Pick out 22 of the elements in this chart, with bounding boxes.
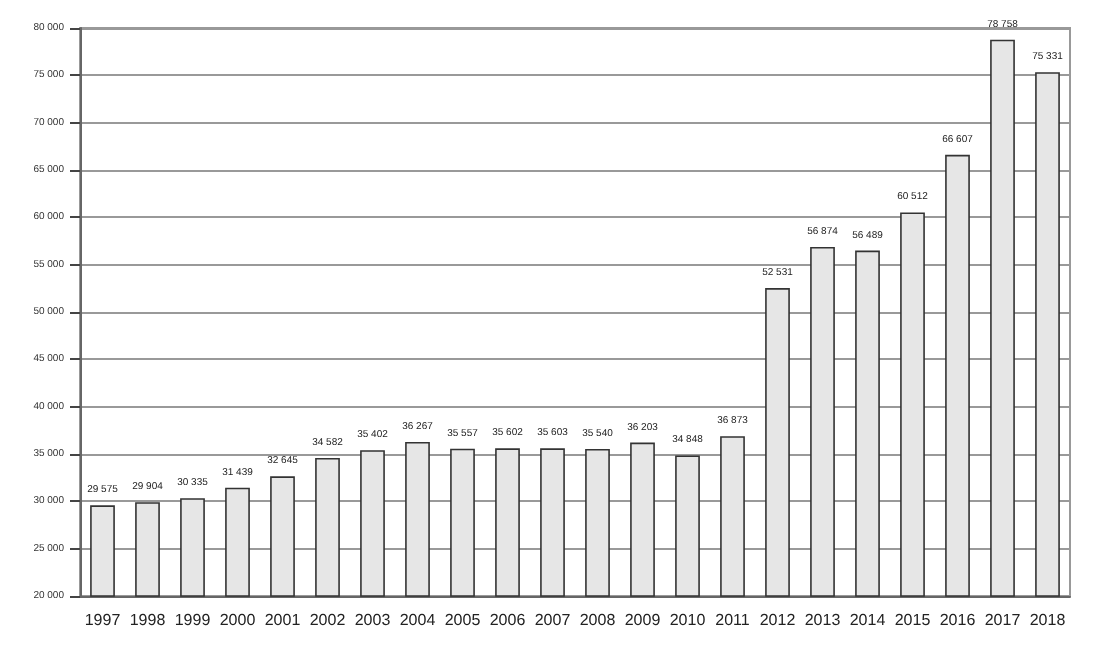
x-tick-label: 2005: [444, 611, 482, 629]
x-tick-label: 2018: [1029, 611, 1067, 629]
x-tick-label: 2000: [219, 611, 257, 629]
x-tick-label: 2001: [264, 611, 302, 629]
x-tick-label: 2009: [624, 611, 662, 629]
x-tick-label: 2002: [309, 611, 347, 629]
x-tick-label: 2010: [669, 611, 707, 629]
x-tick-label: 2011: [715, 611, 751, 629]
x-tick-label: 1999: [174, 611, 212, 629]
x-tick-label: 2004: [399, 611, 437, 629]
x-tick-label: 2003: [354, 611, 392, 629]
x-tick-label: 2013: [804, 611, 842, 629]
x-tick-label: 1998: [129, 611, 167, 629]
x-tick-label: 2016: [939, 611, 977, 629]
x-tick-label: 2006: [489, 611, 527, 629]
x-tick-label: 1997: [84, 611, 122, 629]
x-tick-label: 2008: [579, 611, 617, 629]
x-tick-label: 2007: [534, 611, 572, 629]
x-tick-label: 2012: [759, 611, 797, 629]
x-tick-label: 2015: [894, 611, 932, 629]
x-tick-label: 2014: [849, 611, 887, 629]
x-tick-label: 2017: [984, 611, 1022, 629]
